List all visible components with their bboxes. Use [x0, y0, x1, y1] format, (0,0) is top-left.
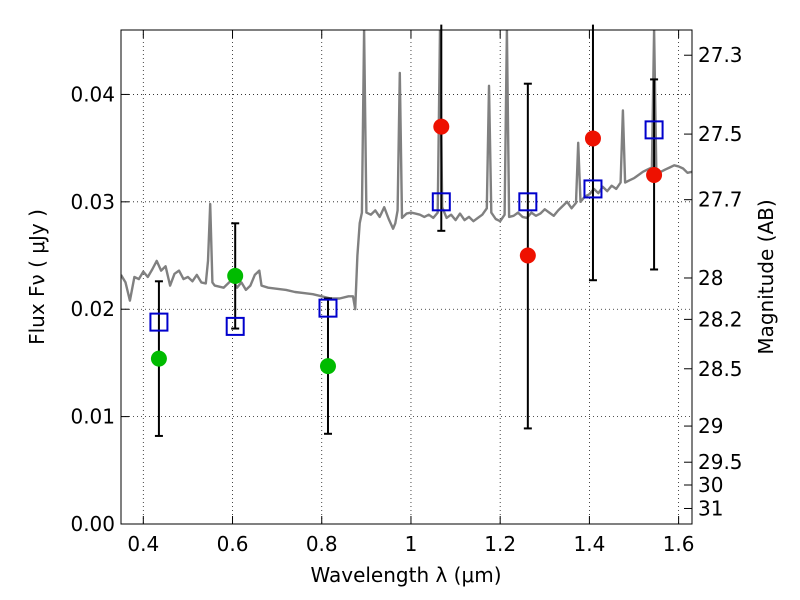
y2-axis-title: Magnitude (AB)	[754, 199, 778, 354]
y2-tick-label: 27.5	[698, 122, 743, 146]
y-tick-label: 0.03	[70, 190, 115, 214]
model-photometry-marker	[644, 120, 664, 140]
y2-tick-label: 27.7	[698, 188, 743, 212]
observed-point	[433, 118, 450, 135]
x-tick-label: 0.6	[217, 532, 249, 556]
model-photometry-marker	[318, 298, 338, 318]
observed-points	[150, 118, 663, 375]
model-photometry-marker	[431, 192, 451, 212]
y2-tick-label: 28.2	[698, 307, 743, 331]
y-tick-label: 0.04	[70, 82, 115, 106]
y2-tick-label: 28.5	[698, 357, 743, 381]
model-photometry-marker	[225, 316, 245, 336]
model-photometry-markers	[149, 120, 664, 336]
observed-point	[646, 166, 663, 183]
observed-point	[150, 350, 167, 367]
y-tick-label: 0.00	[70, 512, 115, 536]
plot-frame	[120, 29, 693, 525]
observed-point	[319, 358, 336, 375]
model-photometry-marker	[518, 192, 538, 212]
y2-tick-label: 28	[698, 266, 723, 290]
y2-tick-label: 29.5	[698, 450, 743, 474]
model-photometry-marker	[583, 179, 603, 199]
x-tick-label: 0.8	[306, 532, 338, 556]
y2-tick-label: 27.3	[698, 43, 743, 67]
x-tick-label: 1.6	[663, 532, 695, 556]
y2-tick-label: 30	[698, 473, 723, 497]
observed-point	[227, 267, 244, 284]
observed-point	[584, 130, 601, 147]
observed-point	[519, 247, 536, 264]
y-tick-label: 0.01	[70, 405, 115, 429]
sed-model	[121, 30, 692, 311]
model-photometry-marker	[149, 312, 169, 332]
y-tick-label: 0.02	[70, 297, 115, 321]
y2-tick-label: 31	[698, 496, 723, 520]
x-tick-label: 1.2	[484, 532, 516, 556]
x-tick-label: 1	[405, 532, 418, 556]
x-axis-title: Wavelength λ (μm)	[310, 563, 501, 587]
x-tick-label: 1.4	[573, 532, 605, 556]
x-tick-label: 0.4	[127, 532, 159, 556]
y2-tick-label: 29	[698, 414, 723, 438]
sed-model-line	[121, 30, 692, 311]
axis-ticks: 0.4 0.6 0.8 1 1.2 1.4 1.6 0.00 0.01 0.02 0.03 0.04 2…	[70, 30, 743, 556]
y-axis-title: Flux Fν ( μJy )	[25, 209, 49, 345]
